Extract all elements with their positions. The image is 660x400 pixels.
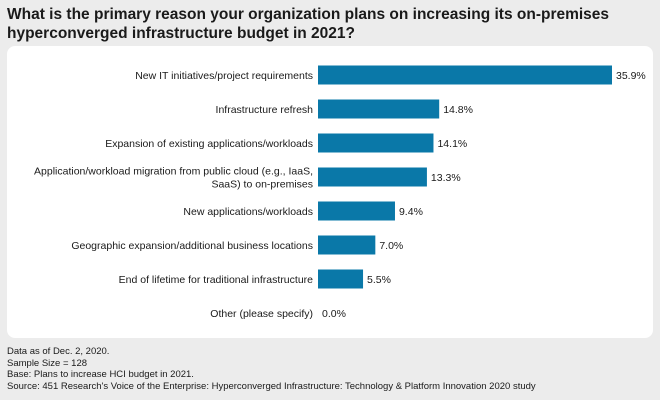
value-label: 0.0%	[322, 308, 346, 320]
note-data-date: Data as of Dec. 2, 2020.	[7, 346, 110, 357]
value-label: 5.5%	[367, 274, 391, 286]
value-label: 14.8%	[443, 104, 473, 116]
value-label: 35.9%	[616, 70, 646, 82]
bar	[318, 269, 364, 289]
category-label: Other (please specify)	[210, 308, 313, 320]
category-label: Application/workload migration from publ…	[34, 166, 313, 191]
bar	[318, 235, 376, 255]
bar	[318, 167, 427, 187]
note-source: Source: 451 Research's Voice of the Ente…	[7, 380, 536, 392]
value-label: 14.1%	[437, 138, 467, 150]
value-label: 13.3%	[431, 172, 461, 184]
bar	[318, 65, 612, 85]
chart-title: What is the primary reason your organiza…	[7, 6, 610, 42]
bar	[318, 99, 440, 119]
value-label: 9.4%	[399, 206, 423, 218]
category-label: New applications/workloads	[183, 206, 313, 218]
chart-notes: Data as of Dec. 2, 2020. Sample Size = 1…	[7, 346, 653, 392]
category-label: New IT initiatives/project requirements	[135, 70, 313, 82]
bar	[318, 201, 395, 221]
note-sample-size: Sample Size = 128	[7, 357, 88, 369]
bar	[318, 133, 434, 153]
bar-chart: New IT initiatives/project requirements 3…	[34, 65, 646, 320]
category-label: Expansion of existing applications/workl…	[105, 138, 313, 150]
note-base: Base: Plans to increase HCI budget in 20…	[7, 369, 194, 380]
value-label: 7.0%	[379, 240, 403, 252]
chart-panel: New IT initiatives/project requirements 3…	[7, 46, 653, 338]
category-label: Geographic expansion/additional business…	[71, 240, 313, 252]
category-label: End of lifetime for traditional infrastr…	[119, 274, 313, 286]
category-label: Infrastructure refresh	[216, 104, 314, 116]
